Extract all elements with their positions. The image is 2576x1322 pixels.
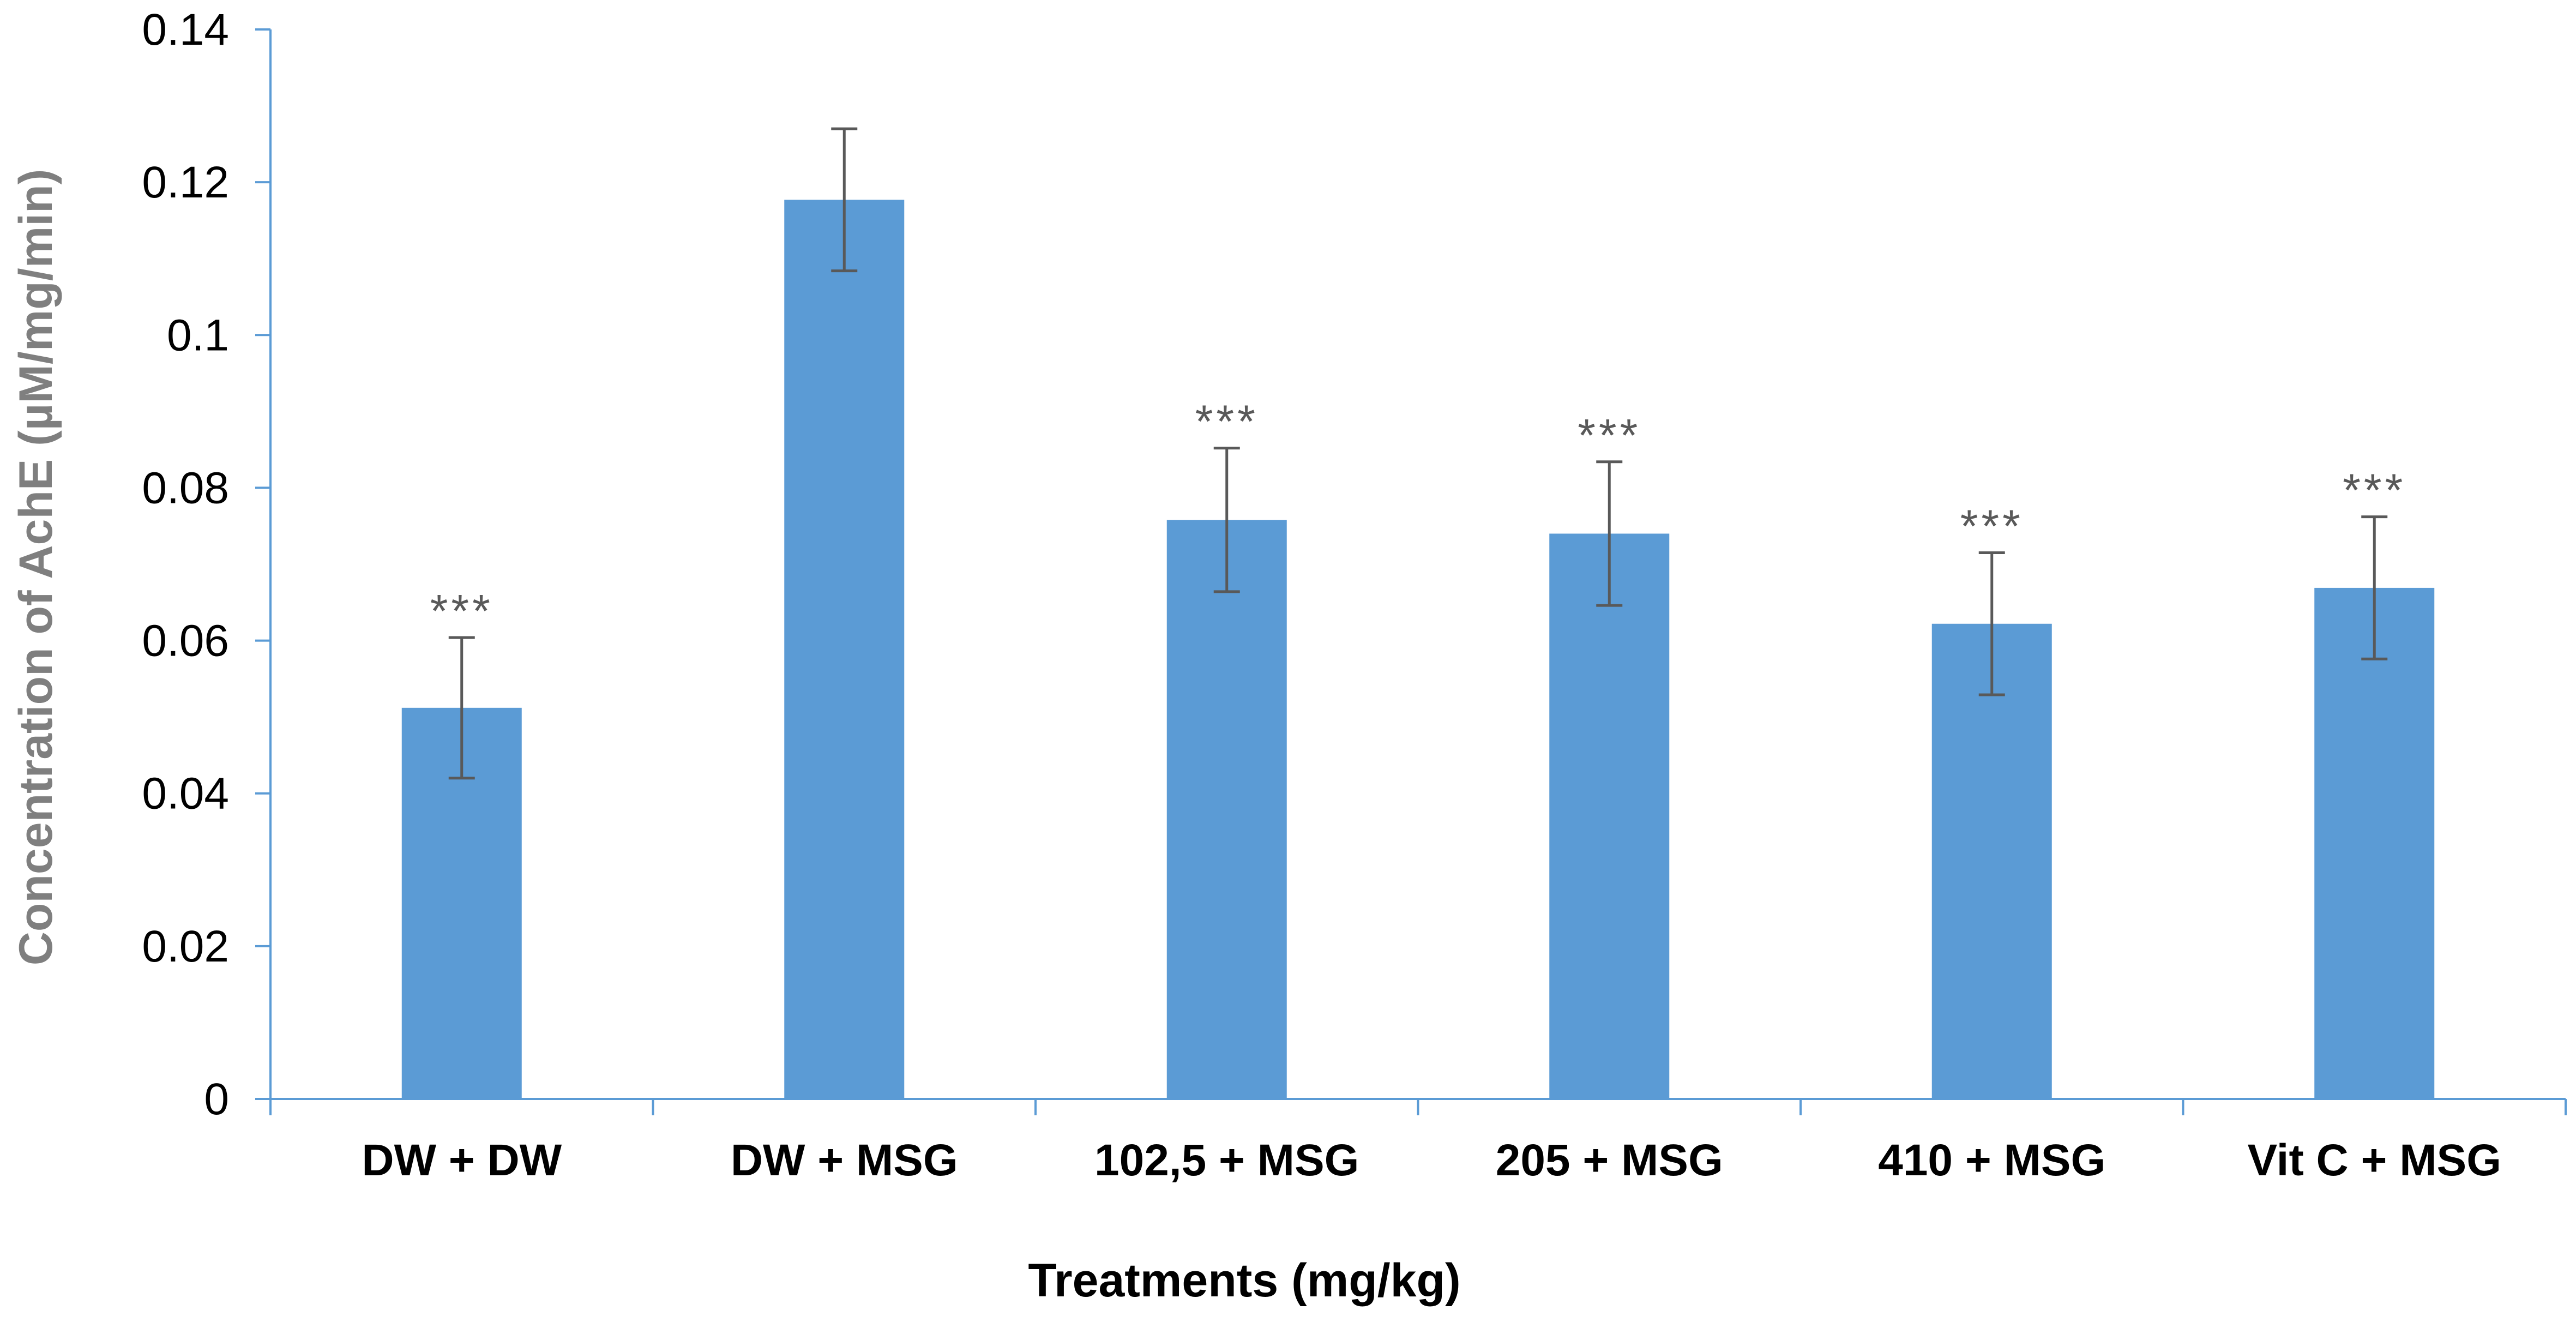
y-tick-label: 0.04 — [142, 769, 229, 819]
bar — [1931, 623, 2052, 1099]
labels: *** DW + DW DW + MSG *** 102,5 + MSG *** 205 +… — [362, 396, 2501, 1185]
y-tick-label: 0.08 — [142, 463, 229, 513]
y-axis-title: Concentration of AchE (µM/mg/min) — [10, 169, 62, 966]
bar — [2314, 587, 2435, 1099]
significance-label: *** — [2343, 465, 2406, 516]
y-tick-label: 0.12 — [142, 158, 229, 207]
category-label: DW + MSG — [731, 1135, 958, 1185]
category-label: DW + DW — [362, 1135, 562, 1185]
bar — [784, 200, 905, 1099]
y-tick-label: 0.14 — [142, 5, 229, 55]
significance-label: *** — [1578, 410, 1641, 461]
category-label: 205 + MSG — [1496, 1135, 1723, 1185]
significance-label: *** — [1960, 500, 2024, 551]
y-tick-label: 0.06 — [142, 616, 229, 666]
bars — [401, 200, 2435, 1099]
bar — [1166, 520, 1287, 1099]
category-label: Vit C + MSG — [2247, 1135, 2501, 1185]
x-axis-title: Treatments (mg/kg) — [1028, 1254, 1460, 1307]
category-label: 102,5 + MSG — [1094, 1135, 1359, 1185]
category-label: 410 + MSG — [1878, 1135, 2105, 1185]
significance-label: *** — [430, 585, 493, 636]
error-bars — [448, 127, 2388, 780]
significance-label: *** — [1195, 396, 1259, 447]
y-tick-label: 0.1 — [167, 310, 229, 360]
bar — [1549, 533, 1670, 1099]
axes: 0 0.02 0.04 0.06 0.08 0.1 0.12 0.14 — [142, 5, 2567, 1124]
y-tick-label: 0 — [204, 1074, 229, 1124]
y-tick-label: 0.02 — [142, 922, 229, 971]
